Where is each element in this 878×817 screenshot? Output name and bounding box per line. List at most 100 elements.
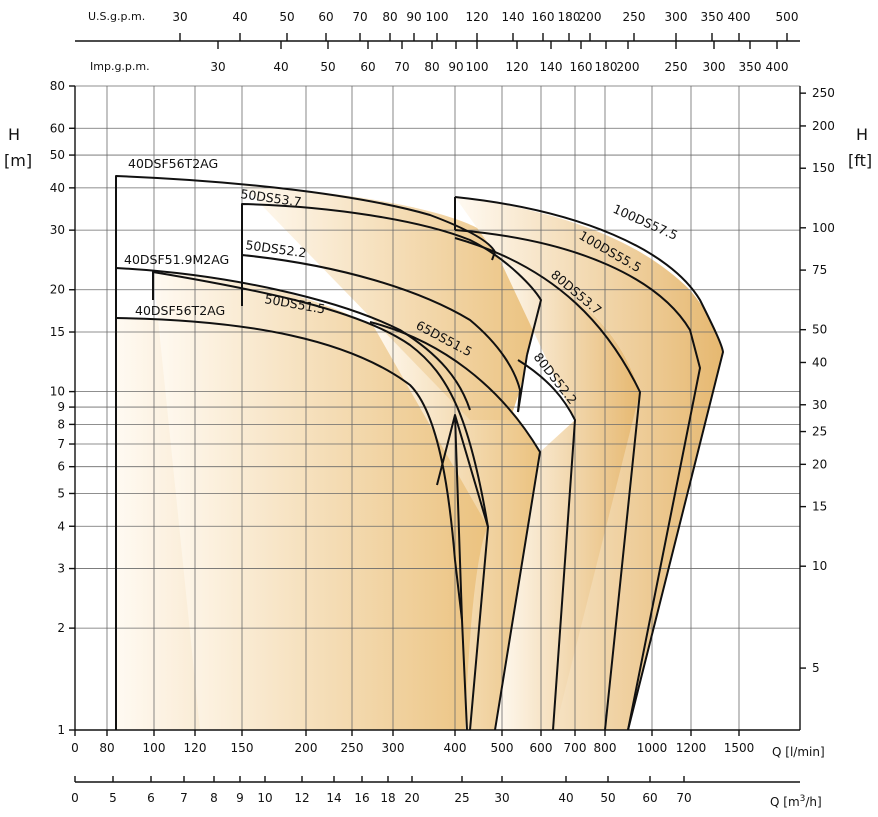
x-impgpm-tick-label-180: 180 [595, 60, 618, 74]
x-impgpm-tick-label-90: 90 [448, 60, 463, 74]
x-m3h-axis-label-sup: 3 [800, 794, 806, 804]
x-m3h-tick-label-16: 16 [354, 791, 369, 805]
x-m3h-tick-label-60: 60 [642, 791, 657, 805]
y-left-tick-label-50: 50 [50, 148, 65, 162]
x-m3h-tick-label-9: 9 [236, 791, 244, 805]
x-m3h-tick-label-30: 30 [494, 791, 509, 805]
curve-50ds51.5 [152, 271, 489, 731]
y-right-tick-label-40: 40 [812, 355, 827, 369]
x-impgpm-tick-label-400: 400 [766, 60, 789, 74]
curve-40dsf56t2ag-upper [115, 175, 496, 730]
x-m3h-axis-label-tail: /h] [805, 795, 821, 809]
x-lpm-tick-label-100: 100 [143, 741, 166, 755]
x-usgpm-tick-label-250: 250 [623, 10, 646, 24]
x-impgpm-tick-label-50: 50 [320, 60, 335, 74]
x-lpm-tick-label-1200: 1200 [676, 741, 707, 755]
x-impgpm-tick-label-120: 120 [506, 60, 529, 74]
x-usgpm-tick-label-160: 160 [532, 10, 555, 24]
curve-80ds52.2 [517, 359, 576, 731]
curve-40dsf51.9m2ag [115, 267, 471, 730]
x-impgpm-axis-label: Imp.g.p.m. [90, 60, 150, 73]
x-lpm-tick-label-500: 500 [491, 741, 514, 755]
x-usgpm-tick-label-400: 400 [728, 10, 751, 24]
y-left-tick-label-80: 80 [50, 79, 65, 93]
x-lpm-tick-label-300: 300 [382, 741, 405, 755]
x-impgpm-tick-label-300: 300 [703, 60, 726, 74]
y-left-tick-label-7: 7 [57, 437, 65, 451]
y-left-tick-label-30: 30 [50, 223, 65, 237]
x-usgpm-tick-label-200: 200 [579, 10, 602, 24]
x-impgpm-tick-label-160: 160 [570, 60, 593, 74]
x-usgpm-tick-label-40: 40 [232, 10, 247, 24]
area-upper-50ds [242, 185, 540, 420]
x-lpm-tick-label-200: 200 [295, 741, 318, 755]
x-impgpm-tick-label-200: 200 [617, 60, 640, 74]
y-left-tick-label-15: 15 [50, 325, 65, 339]
x-impgpm-tick-label-100: 100 [466, 60, 489, 74]
x-lpm-tick-label-600: 600 [530, 741, 553, 755]
x-impgpm-tick-label-60: 60 [360, 60, 375, 74]
curve-50ds52.2 [241, 254, 521, 413]
x-usgpm-tick-label-50: 50 [279, 10, 294, 24]
area-100ds [455, 197, 723, 730]
performance-curves [115, 175, 724, 731]
x-lpm-axis-label: Q [l/min] [772, 745, 825, 759]
y-right-tick-label-10: 10 [812, 559, 827, 573]
x-usgpm-tick-label-80: 80 [382, 10, 397, 24]
x-impgpm-tick-label-70: 70 [394, 60, 409, 74]
y-left-tick-label-1: 1 [57, 723, 65, 737]
x-impgpm-tick-label-40: 40 [273, 60, 288, 74]
y-left-axis-unit: [m] [4, 151, 32, 170]
x-usgpm-tick-label-70: 70 [352, 10, 367, 24]
x-impgpm-tick-label-30: 30 [210, 60, 225, 74]
x-impgpm-tick-label-80: 80 [424, 60, 439, 74]
y-left-tick-label-40: 40 [50, 181, 65, 195]
label-40dsf51.9m2ag: 40DSF51.9M2AG [124, 252, 229, 267]
y-right-tick-label-200: 200 [812, 119, 835, 133]
y-right-tick-label-150: 150 [812, 161, 835, 175]
x-m3h-tick-label-25: 25 [454, 791, 469, 805]
x-lpm-tick-label-80: 80 [99, 741, 114, 755]
axis-titles: H [m] H [ft] Q [l/min] Q [m3/h] U.S.g.p.… [4, 10, 872, 809]
y-right-tick-label-20: 20 [812, 457, 827, 471]
x-usgpm-tick-label-140: 140 [502, 10, 525, 24]
x-m3h-tick-label-20: 20 [404, 791, 419, 805]
label-40dsf56t2ag-top: 40DSF56T2AG [128, 156, 218, 171]
x-lpm-tick-label-1000: 1000 [637, 741, 668, 755]
x-m3h-tick-label-6: 6 [147, 791, 155, 805]
y-left-tick-label-10: 10 [50, 385, 65, 399]
x-m3h-tick-label-70: 70 [676, 791, 691, 805]
label-40dsf56t2ag-bottom: 40DSF56T2AG [135, 303, 225, 318]
x-m3h-axis-label: Q [m3/h] [770, 794, 822, 809]
x-m3h-tick-label-12: 12 [294, 791, 309, 805]
x-m3h-tick-label-0: 0 [71, 791, 79, 805]
x-lpm-tick-label-250: 250 [341, 741, 364, 755]
y-left-tick-label-6: 6 [57, 460, 65, 474]
curve-100ds57.5 [454, 196, 724, 731]
x-m3h-tick-label-8: 8 [210, 791, 218, 805]
x-lpm-tick-label-0: 0 [71, 741, 79, 755]
x-lpm-tick-label-1500: 1500 [724, 741, 755, 755]
curve-40dsf56t2ag-lower [115, 317, 468, 731]
curve-65ds51.5 [369, 321, 541, 731]
x-m3h-tick-label-18: 18 [380, 791, 395, 805]
x-impgpm-tick-label-250: 250 [665, 60, 688, 74]
x-usgpm-tick-label-180: 180 [558, 10, 581, 24]
y-left-tick-label-5: 5 [57, 486, 65, 500]
x-usgpm-tick-label-100: 100 [426, 10, 449, 24]
curve-100ds55.5 [454, 229, 701, 731]
y-left-tick-label-60: 60 [50, 121, 65, 135]
x-m3h-tick-label-5: 5 [109, 791, 117, 805]
y-left-axis-label: H [8, 125, 20, 144]
x-m3h-axis-label-main: Q [m [770, 795, 800, 809]
x-m3h-tick-label-14: 14 [326, 791, 341, 805]
y-left-tick-label-8: 8 [57, 417, 65, 431]
y-right-axis-unit: [ft] [848, 151, 872, 170]
y-left-tick-label-4: 4 [57, 519, 65, 533]
y-left-tick-label-20: 20 [50, 283, 65, 297]
x-m3h-tick-label-50: 50 [600, 791, 615, 805]
area-65ds51.5 [370, 320, 540, 730]
y-right-tick-label-100: 100 [812, 221, 835, 235]
x-usgpm-tick-label-90: 90 [406, 10, 421, 24]
